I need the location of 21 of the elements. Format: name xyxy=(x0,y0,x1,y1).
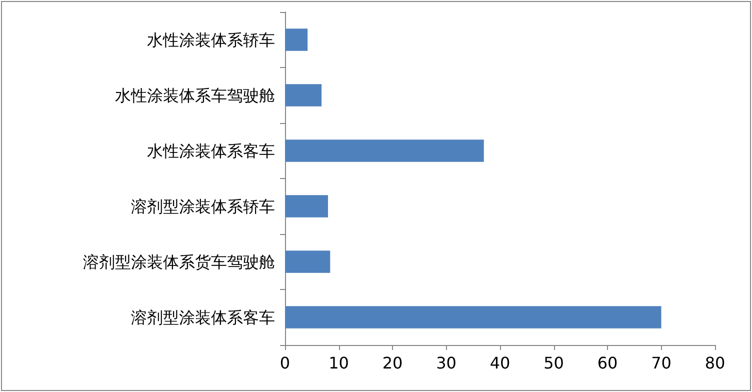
x-tick-label: 70 xyxy=(651,354,672,372)
bar xyxy=(285,250,330,273)
x-tick-label: 50 xyxy=(544,354,564,372)
bar xyxy=(285,28,308,51)
y-tick-label: 水性涂装体系车驾驶舱 xyxy=(115,86,275,105)
bar xyxy=(285,195,328,218)
x-tick-label: 40 xyxy=(490,354,510,372)
x-tick-label: 30 xyxy=(436,354,456,372)
y-tick-label: 溶剂型涂装体系货车驾驶舱 xyxy=(83,252,275,272)
y-tick-label: 水性涂装体系客车 xyxy=(147,141,275,160)
y-tick-label: 水性涂装体系轿车 xyxy=(147,30,275,50)
bar xyxy=(285,140,484,162)
bar xyxy=(285,306,662,328)
x-tick-label: 20 xyxy=(382,354,403,372)
x-tick-label: 10 xyxy=(328,354,349,372)
x-tick-label: 60 xyxy=(597,354,618,372)
x-tick-label: 80 xyxy=(704,354,726,372)
x-tick-label: 0 xyxy=(280,354,290,372)
y-tick-label: 溶剂型涂装体系轿车 xyxy=(131,196,275,216)
y-tick-label: 溶剂型涂装体系客车 xyxy=(131,308,275,327)
bar xyxy=(285,84,322,106)
